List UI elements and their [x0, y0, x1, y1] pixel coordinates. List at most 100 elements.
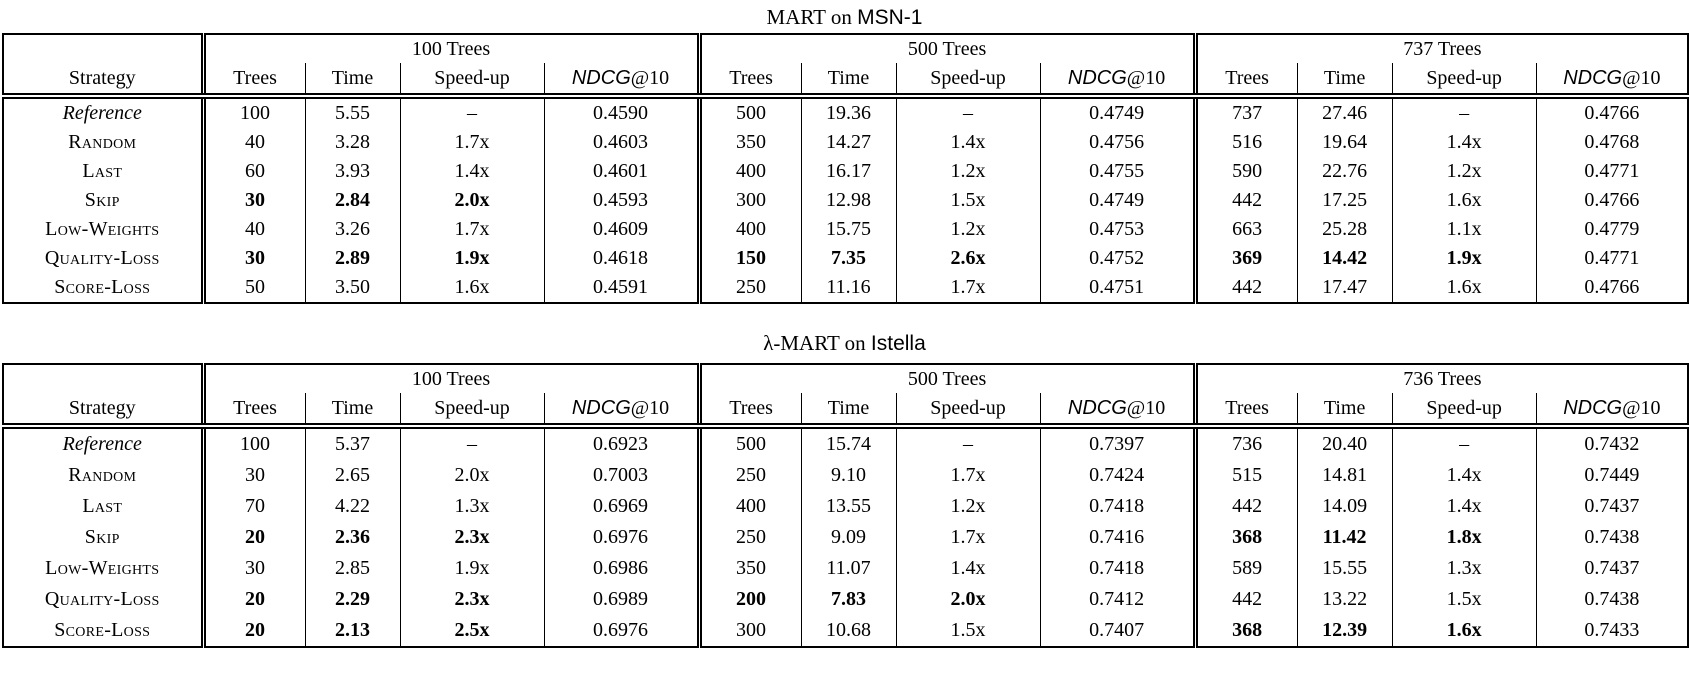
- col-header-trees: Trees: [1192, 63, 1298, 99]
- table-cell: 15.75: [800, 215, 897, 244]
- table-cell: 0.6989: [543, 584, 700, 615]
- strategy-label: Score-Loss: [54, 276, 151, 298]
- strategy-label: Reference: [62, 102, 142, 124]
- group-header-736-trees: 736 Trees: [1192, 364, 1689, 393]
- table-cell: 3.28: [304, 128, 400, 157]
- table-cell: 13.22: [1296, 584, 1393, 615]
- table-cell: –: [895, 96, 1041, 128]
- table-cell: 0.6969: [543, 491, 700, 522]
- table-cell: 0.4756: [1039, 128, 1196, 157]
- table-cell: 30: [200, 244, 305, 273]
- lambda-mart-istella-table: Strategy 100 Trees 500 Trees 736 Trees T…: [2, 363, 1689, 648]
- table-cell: 0.7424: [1039, 460, 1196, 491]
- table-cell: 3.93: [304, 157, 400, 186]
- table-cell: 250: [696, 460, 802, 491]
- table-cell: 200: [696, 584, 802, 615]
- table-cell: –: [895, 426, 1041, 460]
- strategy-label: Score-Loss: [54, 619, 151, 641]
- table-cell: 1.4x: [1391, 491, 1537, 522]
- table-cell: 11.07: [800, 553, 897, 584]
- table-cell: 1.5x: [1391, 584, 1537, 615]
- table-cell: 17.47: [1296, 273, 1393, 303]
- table-cell: 2.29: [304, 584, 400, 615]
- table-cell: 2.0x: [399, 460, 544, 491]
- table-cell: 2.84: [304, 186, 400, 215]
- column-header-row: Trees Time Speed-up NDCG@10 Trees Time S…: [3, 393, 1689, 429]
- ndcg-italic: NDCG: [571, 396, 631, 419]
- col-header-time: Time: [800, 393, 897, 429]
- col-header-trees: Trees: [200, 63, 305, 99]
- table-cell: 516: [1192, 128, 1298, 157]
- table-cell: 5.55: [304, 96, 400, 128]
- table-cell: 2.13: [304, 615, 400, 647]
- table-row: Low-Weights 30 2.85 1.9x 0.6986 350 11.0…: [3, 553, 1689, 584]
- table-cell: 25.28: [1296, 215, 1393, 244]
- table-cell: 0.6976: [543, 522, 700, 553]
- table-cell: 2.0x: [399, 186, 544, 215]
- table-cell: 1.4x: [1391, 460, 1537, 491]
- table-section-istella: λ-MART on Istella Strategy 100 Trees 500…: [0, 330, 1689, 648]
- table-cell: 1.2x: [1391, 157, 1537, 186]
- table-cell: 400: [696, 157, 802, 186]
- table-cell: 442: [1192, 584, 1298, 615]
- table-cell: 0.7433: [1535, 615, 1689, 647]
- ndcg-suffix: @10: [1622, 396, 1661, 419]
- table-cell: 1.4x: [895, 128, 1041, 157]
- col-header-time: Time: [304, 393, 400, 429]
- table-cell: 0.4766: [1535, 96, 1689, 128]
- ndcg-italic: NDCG: [1563, 396, 1623, 419]
- table-row: Random 40 3.28 1.7x 0.4603 350 14.27 1.4…: [3, 128, 1689, 157]
- table-cell: 369: [1192, 244, 1298, 273]
- strategy-label: Last: [82, 495, 123, 517]
- table-row: Reference 100 5.55 – 0.4590 500 19.36 – …: [3, 96, 1689, 128]
- col-header-trees: Trees: [696, 63, 802, 99]
- table-cell: 2.85: [304, 553, 400, 584]
- table-row: Reference 100 5.37 – 0.6923 500 15.74 – …: [3, 426, 1689, 460]
- table-cell: 1.4x: [895, 553, 1041, 584]
- table-cell: 11.42: [1296, 522, 1393, 553]
- table-cell: 0.4766: [1535, 186, 1689, 215]
- table-cell: 1.2x: [895, 215, 1041, 244]
- table-cell: 1.6x: [1391, 186, 1537, 215]
- table-cell: 2.3x: [399, 522, 544, 553]
- table-cell: 2.89: [304, 244, 400, 273]
- table-cell: 0.4749: [1039, 186, 1196, 215]
- group-header-100-trees: 100 Trees: [200, 34, 700, 63]
- table-cell: 1.9x: [1391, 244, 1537, 273]
- col-header-time: Time: [800, 63, 897, 99]
- table-cell: 1.2x: [895, 491, 1041, 522]
- table-cell: 737: [1192, 96, 1298, 128]
- table-cell: 1.3x: [1391, 553, 1537, 584]
- table-cell: 60: [200, 157, 305, 186]
- col-header-ndcg: NDCG@10: [543, 63, 700, 99]
- col-header-strategy: Strategy: [3, 364, 203, 429]
- table-cell: 5.37: [304, 426, 400, 460]
- table-cell: 1.7x: [399, 128, 544, 157]
- table-cell: 300: [696, 615, 802, 647]
- table-cell: 442: [1192, 273, 1298, 303]
- table-cell: 3.50: [304, 273, 400, 303]
- table-cell: 0.4591: [543, 273, 700, 303]
- strategy-label: Last: [82, 160, 123, 182]
- table-cell: 30: [200, 460, 305, 491]
- table-cell: 3.26: [304, 215, 400, 244]
- table-cell: 1.5x: [895, 186, 1041, 215]
- table-cell: 0.7437: [1535, 491, 1689, 522]
- table-cell: 14.42: [1296, 244, 1393, 273]
- table-body: Reference 100 5.55 – 0.4590 500 19.36 – …: [3, 96, 1689, 303]
- table-cell: 10.68: [800, 615, 897, 647]
- paper-results-page: MART on MSN-1 Strategy 100 Trees 500 Tre…: [0, 5, 1689, 648]
- col-header-speedup: Speed-up: [895, 63, 1041, 99]
- table-cell: 19.36: [800, 96, 897, 128]
- table-cell: 30: [200, 186, 305, 215]
- table-cell: 1.3x: [399, 491, 544, 522]
- table-cell: 1.9x: [399, 553, 544, 584]
- strategy-label: Random: [68, 131, 137, 153]
- table-cell: 9.09: [800, 522, 897, 553]
- ndcg-italic: NDCG: [1563, 66, 1623, 89]
- table-cell: 0.7437: [1535, 553, 1689, 584]
- table-cell: 0.7418: [1039, 553, 1196, 584]
- col-header-speedup: Speed-up: [1391, 63, 1537, 99]
- table-cell: –: [1391, 96, 1537, 128]
- table-cell: 368: [1192, 615, 1298, 647]
